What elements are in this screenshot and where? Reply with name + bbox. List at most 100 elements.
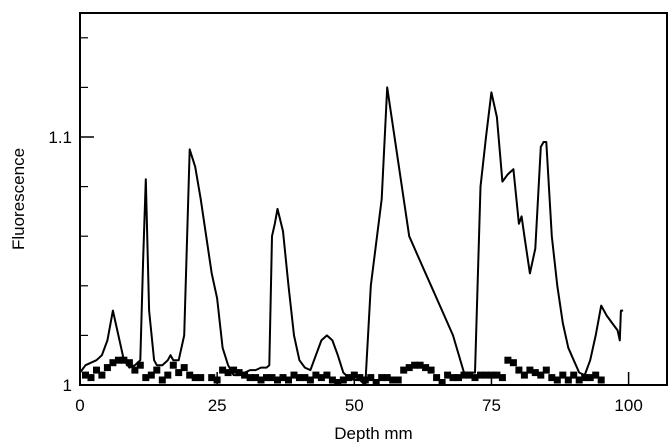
marker-series-point [93, 366, 100, 374]
marker-series-point [328, 376, 336, 384]
marker-series-point [438, 379, 446, 386]
marker-series-point [114, 356, 122, 364]
marker-series-point [241, 371, 249, 379]
marker-series-point [312, 371, 320, 379]
marker-series-point [367, 374, 375, 382]
x-tick-label: 25 [208, 396, 227, 415]
y-tick-label: 1.1 [48, 128, 72, 147]
marker-series-point [575, 376, 583, 384]
marker-series-point [586, 374, 594, 382]
marker-series-point [372, 379, 380, 386]
marker-series-point [592, 371, 600, 379]
marker-series-point [279, 374, 287, 382]
marker-series-point [526, 366, 534, 374]
marker-series-point [136, 361, 144, 369]
marker-series-point [531, 369, 539, 377]
marker-series-point [570, 371, 578, 379]
marker-series-point [361, 376, 369, 384]
marker-series-point [345, 374, 353, 382]
x-tick-label: 75 [482, 396, 501, 415]
marker-series-point [471, 374, 479, 382]
plot-axes [79, 12, 668, 386]
x-tick-label: 50 [345, 396, 364, 415]
marker-series-point [186, 371, 194, 379]
marker-series-point [208, 374, 216, 382]
fluorescence-series-line [79, 86, 624, 386]
marker-series-point [257, 376, 265, 384]
marker-series-point [334, 379, 342, 386]
marker-series-point [493, 371, 501, 379]
marker-series-point [553, 376, 561, 384]
marker-series-point [542, 366, 550, 374]
marker-series-point [581, 374, 589, 382]
marker-series-point [383, 374, 391, 382]
marker-series-point [153, 366, 161, 374]
marker-series-point [158, 376, 166, 384]
y-tick-label: 1 [63, 376, 72, 395]
marker-series-point [460, 371, 468, 379]
marker-series-point [295, 374, 303, 382]
marker-series-point [564, 376, 572, 384]
marker-series-point [230, 366, 238, 374]
marker-series-point [597, 376, 605, 384]
marker-series-point [455, 374, 462, 382]
marker-series-point [394, 376, 402, 384]
marker-series-point [180, 364, 188, 372]
marker-series-point [147, 371, 155, 379]
marker-series-point [520, 371, 528, 379]
marker-series-point [274, 376, 281, 384]
marker-series-point [537, 371, 545, 379]
marker-series-point [197, 374, 205, 382]
marker-series-point [466, 371, 473, 379]
plot-series [79, 86, 624, 386]
plot-ticks: 0 25 50 75 100 1 1.1 [48, 37, 643, 415]
marker-series-point [87, 374, 95, 382]
marker-series-point [548, 374, 556, 382]
marker-series-point [427, 366, 435, 374]
marker-series-point [378, 374, 386, 382]
marker-series-point [515, 366, 523, 374]
y-axis-label: Fluorescence [9, 148, 28, 250]
x-axis-label: Depth mm [334, 424, 412, 442]
marker-series-point [125, 359, 133, 367]
marker-series-point [109, 359, 117, 367]
marker-series-point [405, 364, 413, 372]
marker-series-point [263, 374, 270, 382]
marker-series-point [219, 366, 227, 374]
marker-series-point [82, 371, 89, 379]
marker-series-point [131, 366, 139, 374]
marker-series-point [268, 374, 276, 382]
x-tick-label: 0 [75, 396, 84, 415]
marker-series-point [98, 371, 106, 379]
marker-series-point [120, 356, 128, 364]
marker-series-point [164, 371, 172, 379]
marker-series-point [400, 366, 408, 374]
marker-series-point [175, 369, 183, 377]
marker-series-point [317, 374, 325, 382]
marker-series-point [504, 356, 512, 364]
marker-series-point [323, 371, 331, 379]
marker-series-point [290, 371, 298, 379]
marker-series-point [246, 374, 254, 382]
marker-series-point [444, 371, 452, 379]
marker-series-point [509, 359, 517, 367]
marker-series-point [498, 374, 506, 382]
marker-series-point [559, 371, 567, 379]
marker-series-point [477, 371, 484, 379]
marker-series-point [411, 361, 419, 369]
marker-series-point [482, 371, 490, 379]
marker-series-point [191, 374, 199, 382]
x-tick-label: 100 [614, 396, 642, 415]
marker-series-point [235, 369, 243, 377]
marker-series-point [224, 369, 232, 377]
marker-series-point [252, 374, 260, 382]
marker-series-point [285, 376, 292, 384]
marker-series-point [356, 374, 364, 382]
marker-series-point [142, 374, 150, 382]
marker-series-point [339, 376, 347, 384]
plot-frame [79, 12, 668, 386]
marker-series-point [416, 361, 424, 369]
marker-series-point [422, 364, 430, 372]
marker-series-point [389, 376, 397, 384]
